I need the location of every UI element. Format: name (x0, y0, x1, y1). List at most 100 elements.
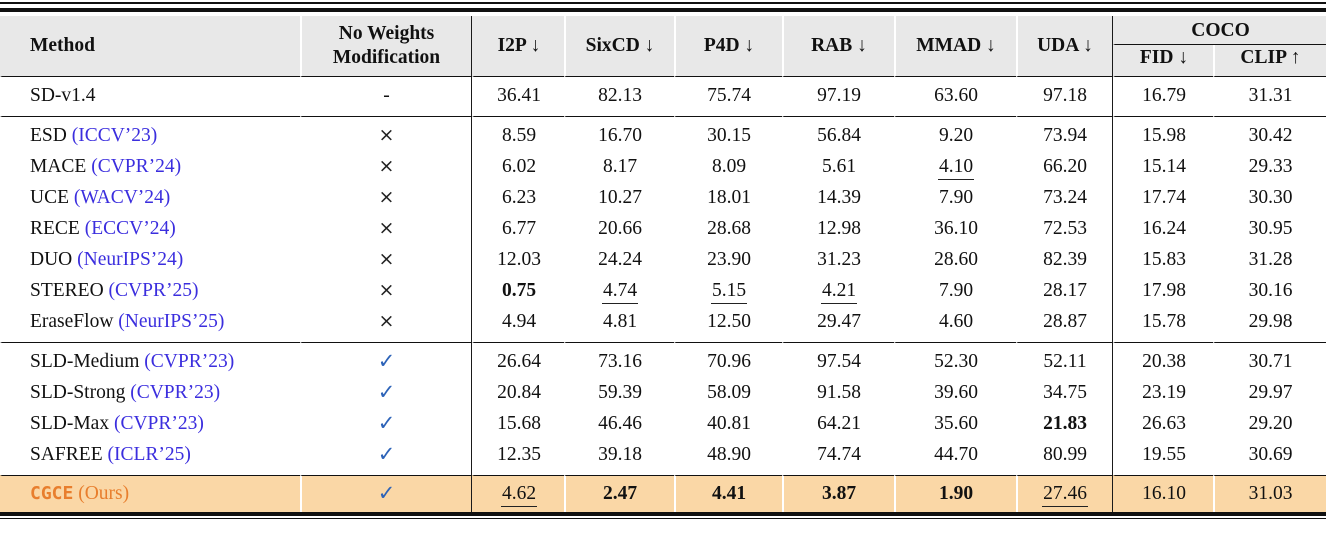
metric-value-text: 2.47 (602, 483, 638, 504)
method-citation[interactable]: (NeurIPS’24) (72, 249, 184, 270)
metric-value: 31.28 (1213, 244, 1326, 275)
metric-value: 20.66 (564, 213, 674, 244)
metric-value: 16.70 (564, 116, 674, 151)
metric-value-text: 6.77 (501, 218, 537, 239)
metric-value: 17.74 (1113, 182, 1213, 213)
metric-value-text: 30.42 (1248, 125, 1293, 146)
no-weights-line1: No Weights (338, 23, 435, 44)
method-name: DUO (30, 249, 73, 270)
metric-value: 26.63 (1113, 408, 1213, 439)
method-name: SLD-Strong (30, 382, 126, 403)
metric-value: 2.47 (564, 475, 674, 512)
metric-value: 29.97 (1213, 377, 1326, 408)
metric-value-text: 4.21 (820, 280, 858, 304)
metric-value: 16.79 (1113, 76, 1213, 116)
method-name: ESD (30, 125, 67, 146)
metric-value-text: 46.46 (598, 413, 642, 434)
metric-value-text: 52.11 (1043, 351, 1087, 372)
method-citation[interactable]: (CVPR’23) (109, 413, 204, 434)
top-thick-rule (0, 7, 1326, 12)
metric-value: 75.74 (674, 76, 782, 116)
metric-value-text: 73.24 (1043, 187, 1087, 208)
metric-value: 14.39 (782, 182, 894, 213)
col-header-fid: FID ↓ (1113, 45, 1213, 76)
metric-value-text: 19.55 (1142, 444, 1186, 465)
metric-value: 15.98 (1113, 116, 1213, 151)
metric-value: 12.35 (472, 439, 564, 475)
metric-value-text: 5.15 (710, 280, 748, 304)
metric-value: 12.50 (674, 306, 782, 342)
check-icon: ✓ (300, 408, 472, 439)
table-row: EraseFlow (NeurIPS’25) × 4.94 4.81 12.50 29.4… (0, 306, 1326, 342)
method-citation[interactable]: (NeurIPS’25) (113, 311, 225, 332)
dash-mark: - (300, 76, 472, 116)
metric-value: 48.90 (674, 439, 782, 475)
metric-value-text: 8.09 (711, 156, 747, 177)
results-table: Method No Weights Modification I2P ↓ Six… (0, 16, 1326, 512)
metric-value-text: 40.81 (707, 413, 751, 434)
method-cell: ESD (ICCV’23) (0, 116, 300, 151)
method-cell: STEREO (CVPR’25) (0, 275, 300, 306)
method-citation[interactable]: (ICCV’23) (66, 125, 158, 146)
table-row: MACE (CVPR’24) × 6.02 8.17 8.09 5.61 4.10 66.20… (0, 151, 1326, 182)
metric-value-text: 4.41 (711, 483, 747, 504)
check-icon: ✓ (300, 342, 472, 377)
cross-icon: × (300, 244, 472, 275)
cross-icon: × (300, 306, 472, 342)
metric-value-text: 48.90 (707, 444, 751, 465)
method-citation[interactable]: (ICLR’25) (102, 444, 191, 465)
cross-icon: × (300, 116, 472, 151)
metric-value: 72.53 (1016, 213, 1113, 244)
metric-value: 36.41 (472, 76, 564, 116)
metric-value-text: 70.96 (707, 351, 751, 372)
metric-value: 29.98 (1213, 306, 1326, 342)
table-row: SLD-Strong (CVPR’23) ✓ 20.84 59.39 58.09 91.5… (0, 377, 1326, 408)
metric-value: 4.62 (472, 475, 564, 512)
metric-value-text: 30.16 (1248, 280, 1293, 301)
metric-value: 30.71 (1213, 342, 1326, 377)
method-citation[interactable]: (CVPR’23) (125, 382, 221, 403)
table-row: UCE (WACV’24) × 6.23 10.27 18.01 14.39 7.90 73.… (0, 182, 1326, 213)
metric-value-text: 15.98 (1142, 125, 1186, 146)
metric-value-text: 52.30 (934, 351, 978, 372)
col-header-clip: CLIP ↑ (1213, 45, 1326, 76)
metric-value-text: 15.14 (1142, 156, 1186, 177)
metric-value-text: 14.39 (817, 187, 861, 208)
metric-value-text: 56.84 (817, 125, 861, 146)
method-name: SAFREE (30, 444, 103, 465)
metric-value-text: 4.10 (937, 156, 975, 180)
method-name: EraseFlow (30, 311, 114, 332)
metric-value-text: 30.30 (1248, 187, 1293, 208)
metric-value: 59.39 (564, 377, 674, 408)
metric-value: 40.81 (674, 408, 782, 439)
metric-value-text: 15.83 (1142, 249, 1186, 270)
metric-value-text: 35.60 (934, 413, 978, 434)
method-cell: SLD-Strong (CVPR’23) (0, 377, 300, 408)
table-row: STEREO (CVPR’25) × 0.75 4.74 5.15 4.21 7.90 28.… (0, 275, 1326, 306)
method-citation[interactable]: (CVPR’24) (86, 156, 182, 177)
metric-value-text: 20.38 (1142, 351, 1186, 372)
col-header-sixcd: SixCD ↓ (564, 16, 674, 76)
metric-value: 1.90 (894, 475, 1016, 512)
metric-value: 27.46 (1016, 475, 1113, 512)
metric-value-text: 26.63 (1142, 413, 1186, 434)
method-citation[interactable]: (WACV’24) (69, 187, 171, 208)
metric-value: 28.68 (674, 213, 782, 244)
metric-value-text: 9.20 (938, 125, 974, 146)
metric-value-text: 75.74 (707, 85, 751, 106)
metric-value-text: 36.41 (497, 85, 541, 106)
method-citation[interactable]: (ECCV’24) (79, 218, 176, 239)
metric-value: 73.16 (564, 342, 674, 377)
method-name: CGCE (30, 483, 74, 504)
metric-value: 30.15 (674, 116, 782, 151)
metric-value: 36.10 (894, 213, 1016, 244)
method-cell: EraseFlow (NeurIPS’25) (0, 306, 300, 342)
metric-value: 74.74 (782, 439, 894, 475)
method-citation[interactable]: (CVPR’25) (103, 280, 199, 301)
metric-value-text: 23.19 (1142, 382, 1186, 403)
metric-value-text: 8.59 (501, 125, 537, 146)
method-citation[interactable]: (CVPR’23) (139, 351, 235, 372)
metric-value: 3.87 (782, 475, 894, 512)
metric-value: 15.83 (1113, 244, 1213, 275)
metric-value-text: 31.28 (1248, 249, 1293, 270)
